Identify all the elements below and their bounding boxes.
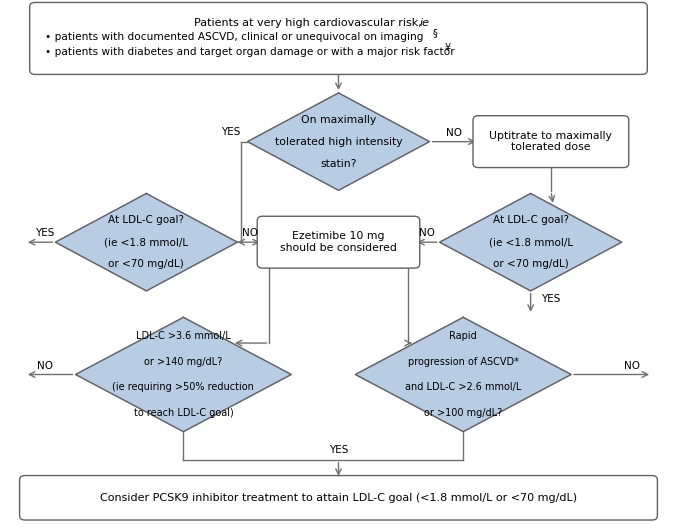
FancyBboxPatch shape (257, 216, 420, 268)
Polygon shape (76, 317, 291, 431)
Text: (ie requiring >50% reduction: (ie requiring >50% reduction (112, 383, 255, 393)
Text: statin?: statin? (320, 159, 357, 169)
Text: and LDL-C >2.6 mmol/L: and LDL-C >2.6 mmol/L (405, 383, 521, 393)
Text: Consider PCSK9 inhibitor treatment to attain LDL-C goal (<1.8 mmol/L or <70 mg/d: Consider PCSK9 inhibitor treatment to at… (100, 493, 577, 503)
Text: Rapid: Rapid (450, 331, 477, 341)
Text: YES: YES (221, 127, 240, 137)
Polygon shape (355, 317, 571, 431)
Text: NO: NO (242, 228, 258, 238)
FancyBboxPatch shape (30, 3, 647, 74)
Text: or <70 mg/dL): or <70 mg/dL) (108, 259, 184, 269)
Text: (ie <1.8 mmol/L: (ie <1.8 mmol/L (489, 237, 573, 247)
Text: NO: NO (37, 361, 53, 371)
Text: LDL-C >3.6 mmol/L: LDL-C >3.6 mmol/L (136, 331, 231, 341)
Text: tolerated high intensity: tolerated high intensity (275, 137, 402, 147)
Text: NO: NO (446, 128, 462, 138)
Text: or >100 mg/dL?: or >100 mg/dL? (424, 408, 502, 418)
Text: Uptitrate to maximally
tolerated dose: Uptitrate to maximally tolerated dose (489, 131, 612, 153)
Polygon shape (439, 194, 621, 291)
Text: NO: NO (419, 228, 435, 238)
Text: At LDL-C goal?: At LDL-C goal? (108, 215, 184, 225)
Text: YES: YES (329, 445, 348, 455)
Text: Ezetimibe 10 mg
should be considered: Ezetimibe 10 mg should be considered (280, 231, 397, 253)
Text: • patients with documented ASCVD, clinical or unequivocal on imaging: • patients with documented ASCVD, clinic… (45, 32, 424, 43)
Text: ie: ie (420, 18, 429, 28)
Text: Patients at very high cardiovascular risk,: Patients at very high cardiovascular ris… (194, 18, 424, 28)
Text: NO: NO (624, 361, 640, 371)
Text: or <70 mg/dL): or <70 mg/dL) (493, 259, 569, 269)
FancyBboxPatch shape (473, 115, 629, 168)
Polygon shape (56, 194, 238, 291)
Text: §: § (432, 28, 437, 38)
Polygon shape (248, 93, 429, 190)
Text: On maximally: On maximally (301, 115, 376, 124)
Text: (ie <1.8 mmol/L: (ie <1.8 mmol/L (104, 237, 188, 247)
Text: YES: YES (35, 228, 55, 238)
Text: to reach LDL-C goal): to reach LDL-C goal) (133, 408, 234, 418)
Text: • patients with diabetes and target organ damage or with a major risk factor: • patients with diabetes and target orga… (45, 47, 455, 57)
Text: or >140 mg/dL?: or >140 mg/dL? (144, 356, 223, 367)
Text: YES: YES (541, 294, 561, 304)
Text: At LDL-C goal?: At LDL-C goal? (493, 215, 569, 225)
Text: ¥: ¥ (444, 43, 450, 53)
Text: progression of ASCVD*: progression of ASCVD* (408, 356, 519, 367)
FancyBboxPatch shape (20, 476, 657, 520)
